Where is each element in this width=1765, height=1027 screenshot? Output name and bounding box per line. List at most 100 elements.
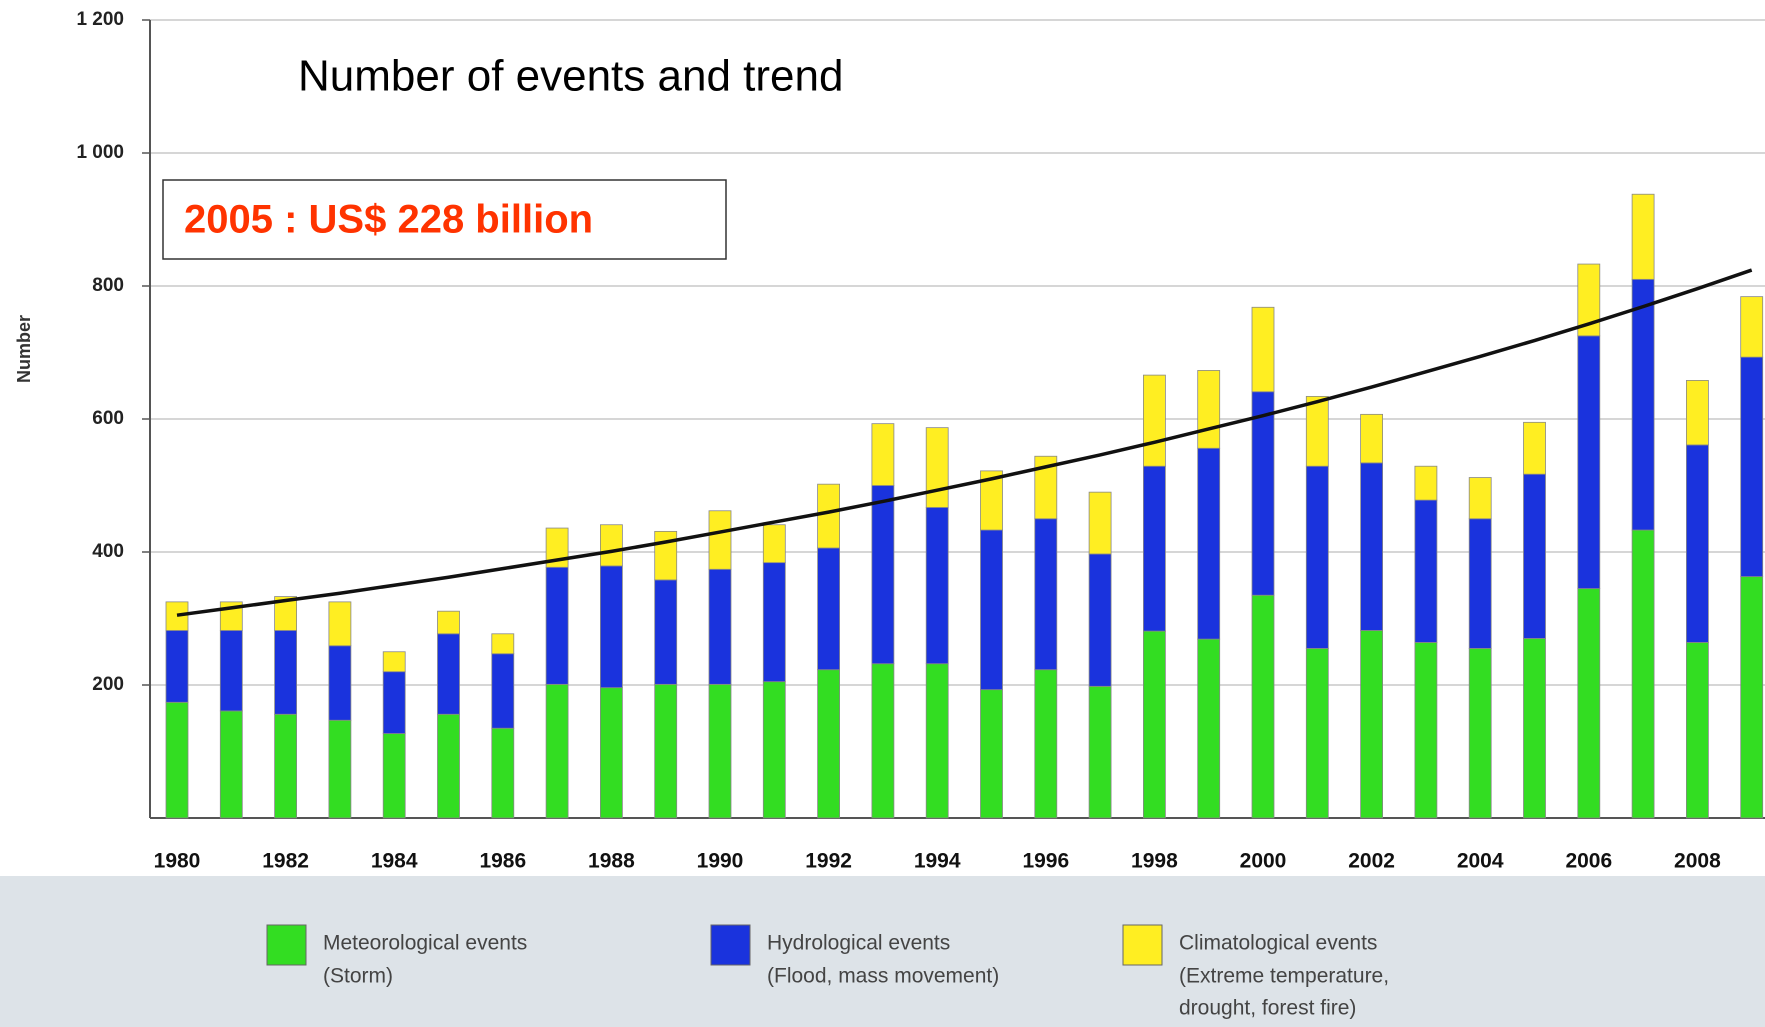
x-tick-label: 2004 xyxy=(1457,850,1504,873)
bar-segment xyxy=(274,596,298,631)
bar-segment xyxy=(1197,638,1221,819)
x-tick-label: 1980 xyxy=(154,850,201,873)
bar-segment xyxy=(654,530,678,581)
bar-segment xyxy=(1740,576,1764,819)
bar-segment xyxy=(1414,642,1438,819)
bar-segment xyxy=(1577,588,1601,819)
bar-segment xyxy=(1686,642,1709,819)
bar-segment xyxy=(1631,529,1655,819)
bar-segment xyxy=(1577,263,1601,337)
bar-segment xyxy=(1305,395,1329,467)
bar-segment xyxy=(545,566,569,685)
bar-segment xyxy=(274,713,298,819)
bar-segment xyxy=(382,733,406,819)
legend-description: (Storm) xyxy=(323,965,393,988)
bar-segment xyxy=(165,701,189,819)
x-tick-label: 1996 xyxy=(1022,850,1069,873)
y-tick-label: 800 xyxy=(92,275,124,296)
bar-segment xyxy=(980,529,1003,691)
bar-segment xyxy=(925,427,949,508)
bar-segment xyxy=(1143,630,1166,819)
bar-segment xyxy=(817,483,840,549)
bar-segment xyxy=(1468,477,1492,520)
bar-segment xyxy=(871,485,895,665)
x-tick-label: 1988 xyxy=(588,850,635,873)
bar-segment xyxy=(1305,465,1329,649)
legend-label: Hydrological events xyxy=(767,932,950,955)
y-axis-label: Number xyxy=(14,315,34,383)
bar-segment xyxy=(600,565,623,689)
x-tick-label: 1998 xyxy=(1131,850,1178,873)
bar-segment xyxy=(871,663,895,819)
y-tick-label: 200 xyxy=(92,674,124,695)
bar-segment xyxy=(1414,465,1438,501)
bar-segment xyxy=(817,669,840,819)
bar-segment xyxy=(1740,296,1764,358)
bar-segment xyxy=(328,645,352,721)
legend-swatch xyxy=(266,924,307,966)
bar-segment xyxy=(1360,413,1383,464)
bar-segment xyxy=(708,683,732,819)
bar-segment xyxy=(708,568,732,685)
bar-segment xyxy=(491,633,515,655)
annotation: 2005 : US$ 228 billion xyxy=(184,198,593,242)
bar-segment xyxy=(219,630,243,712)
bar-segment xyxy=(1034,518,1058,671)
x-tick-label: 2000 xyxy=(1240,850,1287,873)
bar-segment xyxy=(600,687,623,819)
bar-segment xyxy=(600,524,623,567)
bar-segment xyxy=(219,710,243,819)
bar-segment xyxy=(980,470,1003,531)
bar-segment xyxy=(1305,648,1329,819)
bar-segment xyxy=(1197,447,1221,640)
bar-segment xyxy=(762,524,786,564)
x-tick-label: 2002 xyxy=(1348,850,1395,873)
bar-segment xyxy=(1088,491,1112,555)
x-tick-label: 1986 xyxy=(479,850,526,873)
bar-segment xyxy=(1631,193,1655,280)
bar-segment xyxy=(1523,473,1546,639)
x-tick-label: 1992 xyxy=(805,850,852,873)
bar-segment xyxy=(1523,421,1546,475)
bar-segment xyxy=(437,713,460,819)
legend-description: drought, forest fire) xyxy=(1179,997,1356,1020)
annotation-box xyxy=(162,179,727,260)
y-tick-label: 600 xyxy=(92,408,124,429)
bar-segment xyxy=(491,653,515,729)
bar-segment xyxy=(1143,465,1166,632)
chart-title: Number of events and trend xyxy=(298,52,843,101)
bar-segment xyxy=(817,547,840,671)
bar-segment xyxy=(1088,685,1112,819)
bar-segment xyxy=(165,630,189,703)
x-tick-label: 2006 xyxy=(1565,850,1612,873)
x-tick-label: 1982 xyxy=(262,850,309,873)
bar-segment xyxy=(1686,380,1709,446)
bar-segment xyxy=(328,601,352,647)
bar-segment xyxy=(762,562,786,683)
bar-segment xyxy=(382,671,406,734)
bar-segment xyxy=(1251,594,1275,819)
bar-segment xyxy=(437,610,460,635)
x-tick-label: 1990 xyxy=(697,850,744,873)
bar-segment xyxy=(1360,630,1383,819)
bar-segment xyxy=(1414,499,1438,643)
legend-label: Meteorological events xyxy=(323,932,527,955)
bar-segment xyxy=(382,651,406,673)
bar-segment xyxy=(1468,518,1492,649)
x-tick-label: 2008 xyxy=(1674,850,1721,873)
bar-segment xyxy=(274,630,298,715)
bar-segment xyxy=(1034,669,1058,819)
bar-segment xyxy=(654,683,678,819)
bar-segment xyxy=(1034,455,1058,520)
bar-segment xyxy=(1360,462,1383,631)
bar-segment xyxy=(1468,648,1492,819)
bar-segment xyxy=(1143,374,1166,467)
bar-segment xyxy=(925,507,949,665)
bar-segment xyxy=(1740,356,1764,578)
bar-segment xyxy=(1197,370,1221,449)
trend-line xyxy=(176,268,1753,617)
bar-segment xyxy=(871,423,895,486)
y-tick-label: 1 200 xyxy=(76,9,124,30)
y-tick-label: 1 000 xyxy=(76,142,124,163)
